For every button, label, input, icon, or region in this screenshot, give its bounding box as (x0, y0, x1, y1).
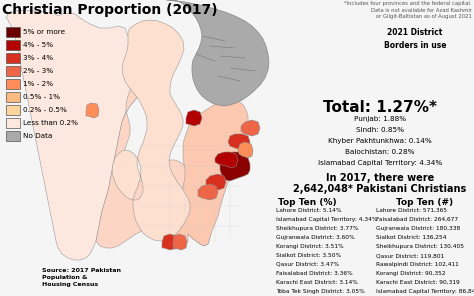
Polygon shape (220, 152, 250, 181)
Text: Gujranwala District: 180,338: Gujranwala District: 180,338 (376, 226, 460, 231)
Text: Karachi East District: 90,319: Karachi East District: 90,319 (376, 280, 460, 285)
Polygon shape (206, 174, 226, 190)
Text: Gujranwala District: 3.60%: Gujranwala District: 3.60% (276, 235, 355, 240)
Text: Less than 0.2%: Less than 0.2% (23, 120, 78, 126)
Text: In 2017, there were: In 2017, there were (326, 173, 434, 183)
Bar (6, 118, 20, 128)
Polygon shape (241, 120, 260, 136)
Text: 0.5% - 1%: 0.5% - 1% (23, 94, 60, 100)
Polygon shape (162, 234, 178, 250)
Bar (6, 53, 20, 63)
Polygon shape (6, 10, 148, 260)
Text: Karachi East District: 3.14%: Karachi East District: 3.14% (276, 280, 358, 285)
Text: Korangi District: 3.51%: Korangi District: 3.51% (276, 244, 344, 249)
Text: No Data: No Data (23, 133, 52, 139)
Text: Balochistan: 0.28%: Balochistan: 0.28% (345, 149, 415, 155)
Text: 1% - 2%: 1% - 2% (23, 81, 53, 87)
Text: Top Ten (#): Top Ten (#) (396, 198, 454, 207)
Text: 5% or more: 5% or more (23, 29, 65, 35)
Polygon shape (186, 110, 202, 126)
Text: Rawalpindi District: 102,411: Rawalpindi District: 102,411 (376, 262, 459, 267)
Text: Sheikhupura District: 3.77%: Sheikhupura District: 3.77% (276, 226, 359, 231)
Polygon shape (166, 0, 269, 106)
Polygon shape (228, 134, 250, 150)
Bar (6, 105, 20, 115)
Bar (6, 79, 20, 89)
Bar (6, 131, 20, 141)
Text: 4% - 5%: 4% - 5% (23, 42, 53, 48)
Text: Punjab: 1.88%: Punjab: 1.88% (354, 116, 406, 122)
Text: 2,642,048* Pakistani Christians: 2,642,048* Pakistani Christians (293, 184, 466, 194)
Text: 0.2% - 0.5%: 0.2% - 0.5% (23, 107, 67, 113)
Text: Lahore District: 5.14%: Lahore District: 5.14% (276, 208, 342, 213)
Text: Sindh: 0.85%: Sindh: 0.85% (356, 127, 404, 133)
Bar (6, 40, 20, 50)
Text: 3% - 4%: 3% - 4% (23, 55, 53, 61)
Text: Lahore District: 571,365: Lahore District: 571,365 (376, 208, 447, 213)
Polygon shape (173, 234, 187, 250)
Text: Faisalabad District: 264,677: Faisalabad District: 264,677 (376, 217, 458, 222)
Text: Top Ten (%): Top Ten (%) (278, 198, 337, 207)
Text: Korangi District: 90,352: Korangi District: 90,352 (376, 271, 446, 276)
Text: Islamabad Capital Territory: 4.34%: Islamabad Capital Territory: 4.34% (276, 217, 378, 222)
Text: Khyber Pakhtunkhwa: 0.14%: Khyber Pakhtunkhwa: 0.14% (328, 138, 432, 144)
Text: Qasur District: 3.47%: Qasur District: 3.47% (276, 262, 339, 267)
Polygon shape (238, 142, 253, 158)
Text: Sheikhupura District: 130,405: Sheikhupura District: 130,405 (376, 244, 464, 249)
Text: Total: 1.27%*: Total: 1.27%* (323, 100, 437, 115)
Text: Qasur District: 119,801: Qasur District: 119,801 (376, 253, 444, 258)
Text: Christian Proportion (2017): Christian Proportion (2017) (2, 3, 218, 17)
Bar (6, 66, 20, 76)
Text: Source: 2017 Pakistan
Population &
Housing Census: Source: 2017 Pakistan Population & Housi… (42, 268, 121, 287)
Text: Sialkot District: 3.50%: Sialkot District: 3.50% (276, 253, 341, 258)
Text: Toba Tek Singh District: 3.05%: Toba Tek Singh District: 3.05% (276, 289, 365, 294)
Text: Faisalabad District: 3.36%: Faisalabad District: 3.36% (276, 271, 353, 276)
Polygon shape (96, 44, 210, 248)
Text: Islamabad Capital Territory: 86,847: Islamabad Capital Territory: 86,847 (376, 289, 474, 294)
Text: Sialkot District: 136,254: Sialkot District: 136,254 (376, 235, 447, 240)
Polygon shape (86, 103, 99, 118)
Polygon shape (198, 184, 218, 200)
Text: *Includes four provinces and the federal capital.
Data is not available for Azad: *Includes four provinces and the federal… (345, 1, 472, 19)
Text: Islamabad Capital Territory: 4.34%: Islamabad Capital Territory: 4.34% (318, 160, 442, 166)
Polygon shape (163, 99, 248, 249)
Polygon shape (112, 20, 190, 241)
Bar (6, 27, 20, 37)
Text: 2021 District
Borders in use: 2021 District Borders in use (384, 28, 446, 49)
Polygon shape (215, 152, 238, 168)
Text: 2% - 3%: 2% - 3% (23, 68, 53, 74)
Bar (6, 92, 20, 102)
